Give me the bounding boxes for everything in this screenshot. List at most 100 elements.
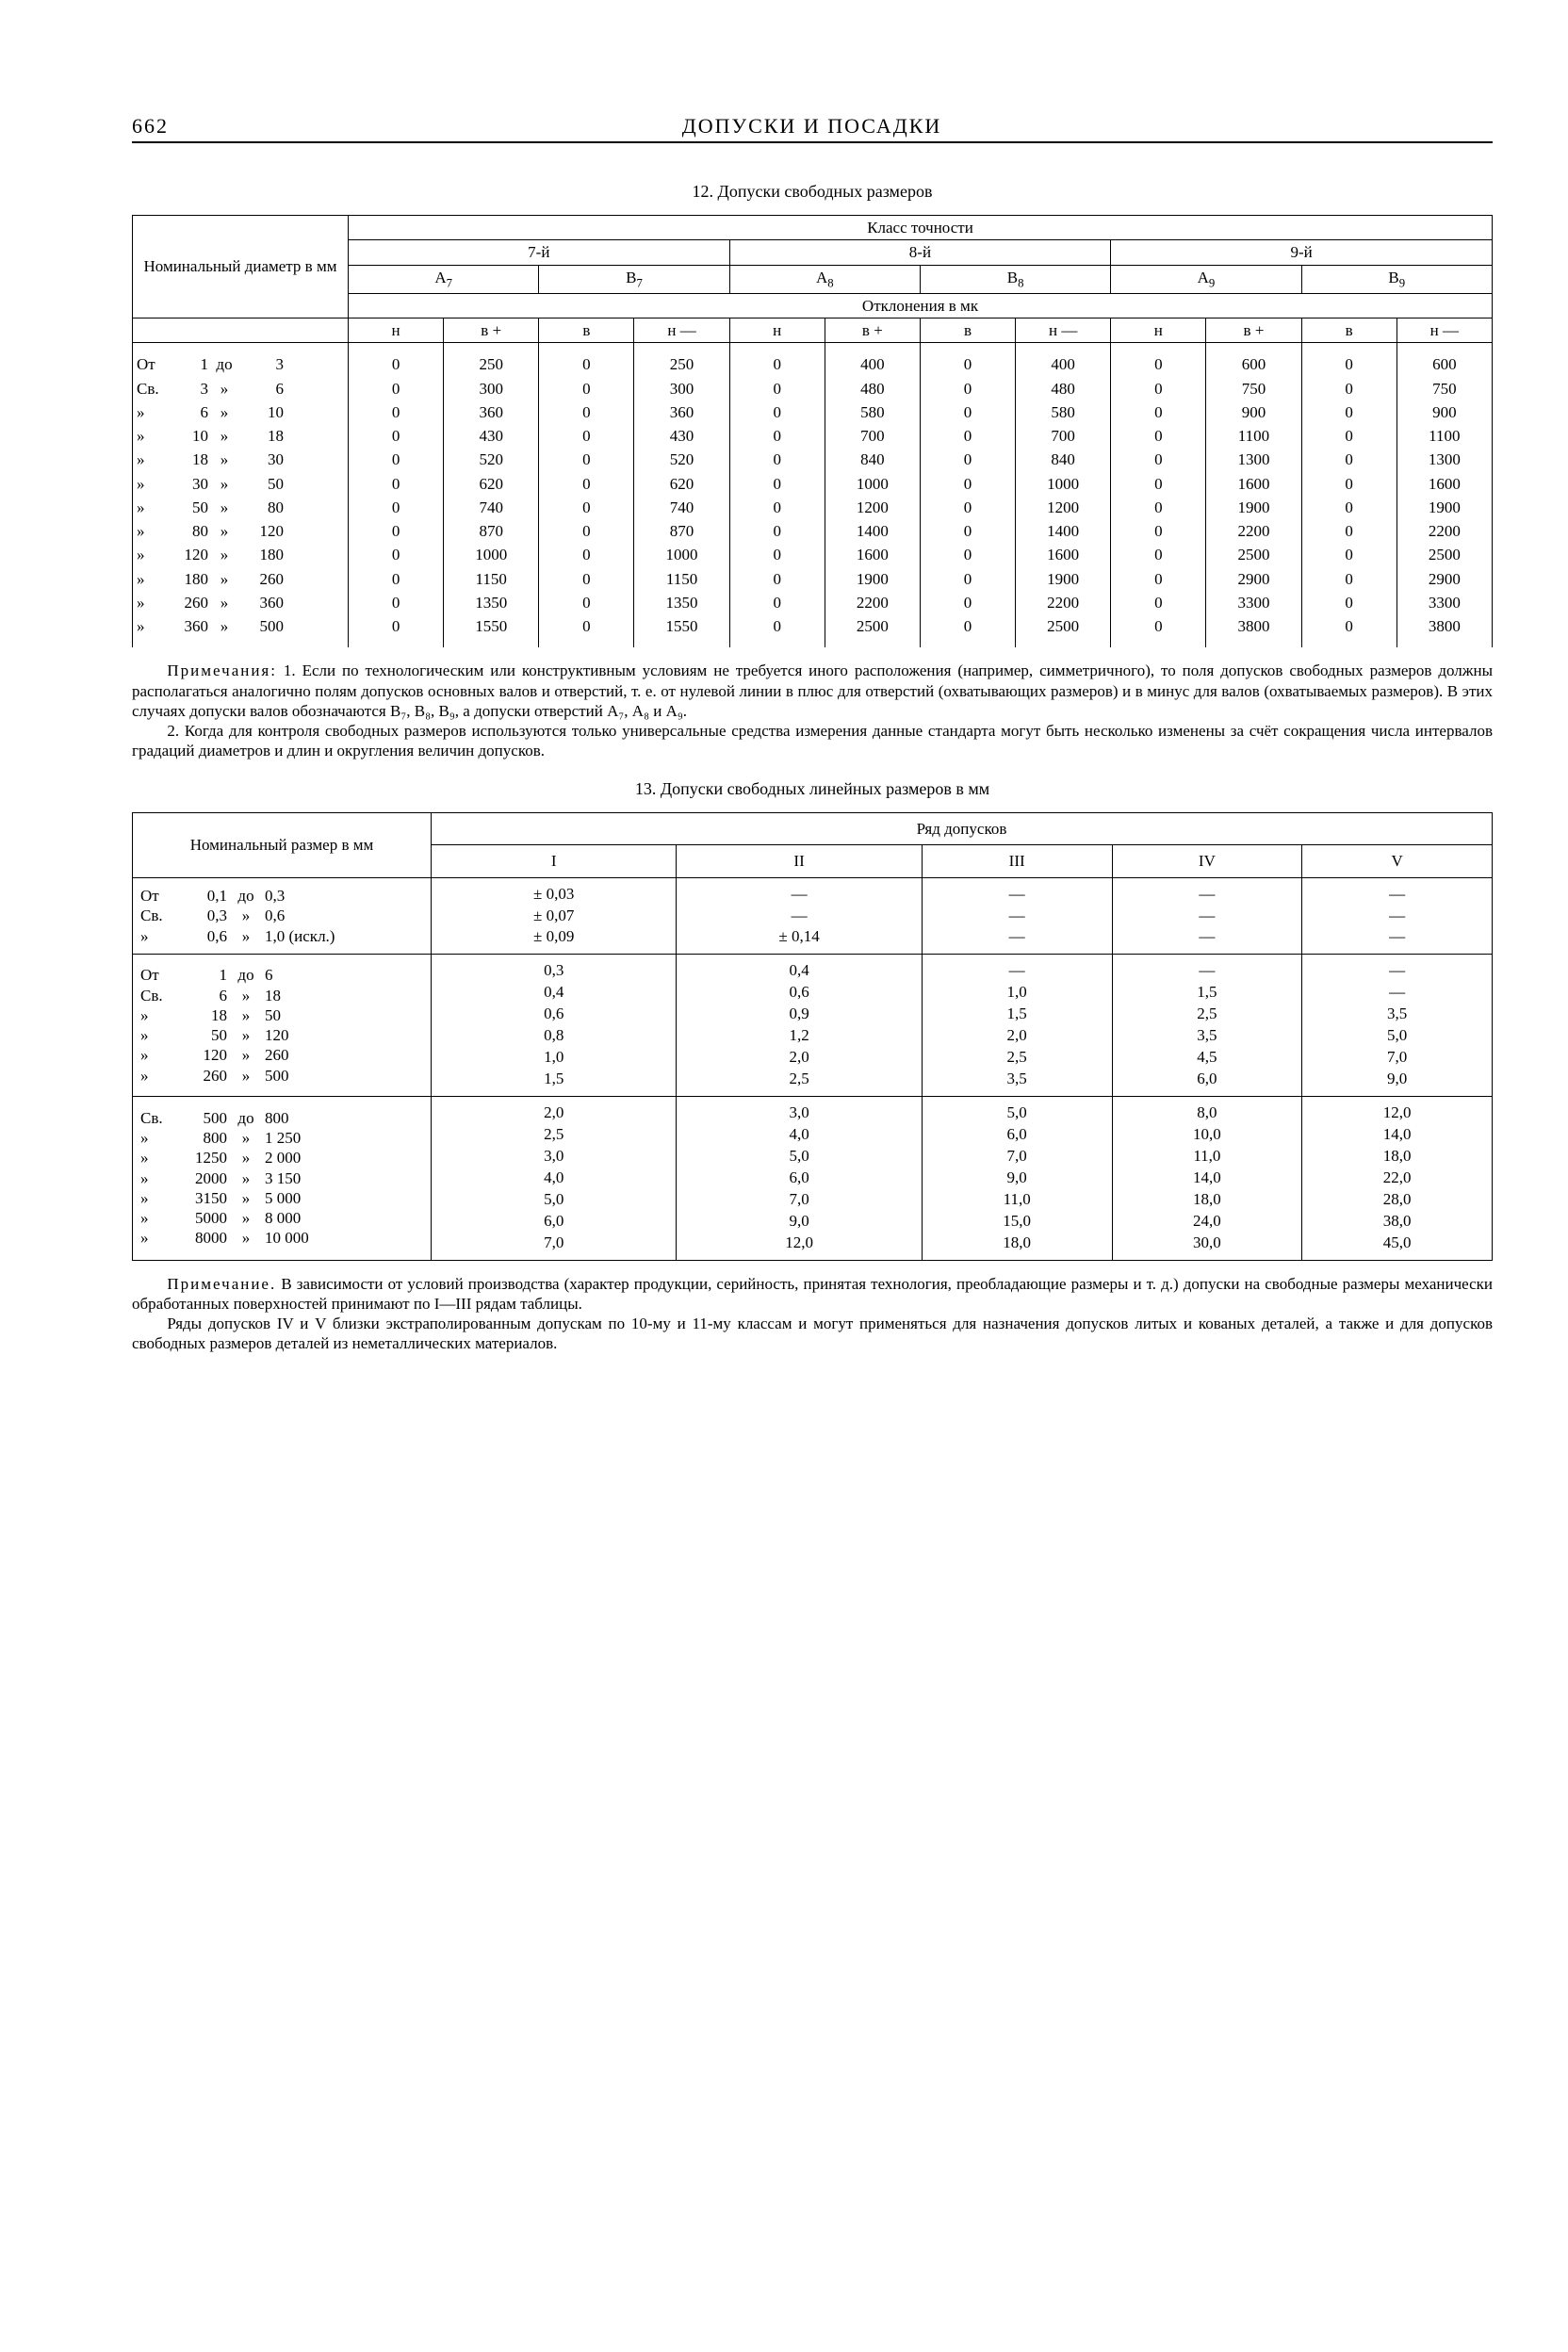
t12-A8: А8	[729, 265, 920, 293]
t12-cell: 2500	[825, 614, 920, 647]
t12-cell: 400	[1016, 343, 1111, 377]
t12-cell: 0	[1301, 567, 1396, 591]
t12-cell: 0	[1111, 543, 1206, 566]
t12-cell: 0	[920, 377, 1015, 400]
t12-cell: 0	[1301, 400, 1396, 424]
t12-cell: 0	[539, 343, 634, 377]
t13-cell: ———	[922, 877, 1112, 955]
t13-cell: 5,06,07,09,011,015,018,0	[922, 1097, 1112, 1261]
t12-cell: 0	[1301, 543, 1396, 566]
t12-cell: 430	[444, 424, 539, 448]
t12-cell: 2200	[825, 591, 920, 614]
t12-cell: 0	[1111, 377, 1206, 400]
t12-range: »80»120	[133, 519, 349, 543]
t12-cell: 0	[1301, 377, 1396, 400]
t12-cell: 0	[1111, 591, 1206, 614]
t12-cell: 0	[729, 567, 825, 591]
t13-cell: ———	[1112, 877, 1302, 955]
t12-cell: 0	[729, 472, 825, 496]
t12-cell: 480	[1016, 377, 1111, 400]
t12-B9: В9	[1301, 265, 1492, 293]
t12-cell: 0	[920, 424, 1015, 448]
t12-subcol: в	[920, 318, 1015, 343]
t12-cell: 0	[920, 448, 1015, 471]
t12-cell: 0	[1111, 400, 1206, 424]
table12-caption: 12. Допуски свободных размеров	[132, 181, 1493, 203]
t12-cell: 0	[729, 543, 825, 566]
t12-cell: 2500	[1206, 543, 1301, 566]
t12-range: »30»50	[133, 472, 349, 496]
t12-cell: 0	[729, 343, 825, 377]
t12-cell: 740	[634, 496, 729, 519]
t12-cell: 1600	[825, 543, 920, 566]
t12-cell: 300	[634, 377, 729, 400]
t12-cell: 0	[1301, 424, 1396, 448]
t12-cell: 250	[634, 343, 729, 377]
t12-cell: 520	[634, 448, 729, 471]
t12-cell: 0	[920, 543, 1015, 566]
t13-cell: 3,04,05,06,07,09,012,0	[677, 1097, 922, 1261]
t12-cell: 400	[825, 343, 920, 377]
t12-cell: 750	[1396, 377, 1492, 400]
t12-range: »360»500	[133, 614, 349, 647]
t12-cell: 2500	[1016, 614, 1111, 647]
t12-cell: 0	[539, 591, 634, 614]
t12-cell: 1400	[1016, 519, 1111, 543]
t12-subcol: н	[349, 318, 444, 343]
t13-cell: 2,02,53,04,05,06,07,0	[432, 1097, 677, 1261]
t12-cell: 0	[539, 400, 634, 424]
page-header: 662 ДОПУСКИ И ПОСАДКИ	[132, 113, 1493, 143]
t12-cell: 430	[634, 424, 729, 448]
t12-range: »50»80	[133, 496, 349, 519]
t12-A7: А7	[349, 265, 539, 293]
t12-cell: 0	[729, 448, 825, 471]
t12-cell: 1900	[825, 567, 920, 591]
t12-cell: 360	[444, 400, 539, 424]
t12-subcol: в +	[825, 318, 920, 343]
t13-cell: —1,01,52,02,53,5	[922, 955, 1112, 1097]
t13-cell: 8,010,011,014,018,024,030,0	[1112, 1097, 1302, 1261]
t12-cell: 0	[729, 591, 825, 614]
table13: Номинальный размер в мм Ряд допусков III…	[132, 812, 1493, 1261]
t12-cell: 0	[349, 424, 444, 448]
t12-cell: 0	[1301, 591, 1396, 614]
t12-cell: 750	[1206, 377, 1301, 400]
t12-cell: 0	[1111, 496, 1206, 519]
t12-cell: 2200	[1396, 519, 1492, 543]
t12-cell: 1600	[1206, 472, 1301, 496]
t12-cell: 250	[444, 343, 539, 377]
table12: Номинальный диаметр в мм Класс точности …	[132, 215, 1493, 647]
t12-cell: 0	[1301, 519, 1396, 543]
t13-range-group: Св.500до800»800»1 250»1250»2 000»2000»3 …	[133, 1097, 432, 1261]
t12-cell: 620	[634, 472, 729, 496]
t12-cell: 1600	[1016, 543, 1111, 566]
t12-range: »10»18	[133, 424, 349, 448]
t12-cell: 1150	[634, 567, 729, 591]
t12-cell: 0	[349, 519, 444, 543]
t13-cell: ——3,55,07,09,0	[1302, 955, 1493, 1097]
t12-B8: В8	[920, 265, 1110, 293]
t13-range-group: От0,1до0,3Св.0,3»0,6»0,6»1,0 (искл.)	[133, 877, 432, 955]
t12-cell: 1900	[1016, 567, 1111, 591]
t12-cell: 0	[920, 519, 1015, 543]
t12-cell: 480	[825, 377, 920, 400]
t12-cell: 0	[920, 400, 1015, 424]
t12-cell: 1900	[1206, 496, 1301, 519]
t12-cell: 0	[1111, 614, 1206, 647]
t12-cell: 840	[825, 448, 920, 471]
t12-cell: 2200	[1206, 519, 1301, 543]
t12-cell: 0	[349, 343, 444, 377]
t12-subcol: н —	[634, 318, 729, 343]
t12-cell: 1100	[1206, 424, 1301, 448]
t12-cell: 0	[1301, 448, 1396, 471]
t12-cell: 360	[634, 400, 729, 424]
t13-col: IV	[1112, 845, 1302, 877]
t12-cell: 1350	[444, 591, 539, 614]
t12-cell: 0	[729, 424, 825, 448]
t12-cell: 1200	[1016, 496, 1111, 519]
t12-range: »180»260	[133, 567, 349, 591]
t12-cell: 870	[634, 519, 729, 543]
t12-cell: 1400	[825, 519, 920, 543]
t12-cell: 1550	[634, 614, 729, 647]
t12-cell: 1300	[1396, 448, 1492, 471]
